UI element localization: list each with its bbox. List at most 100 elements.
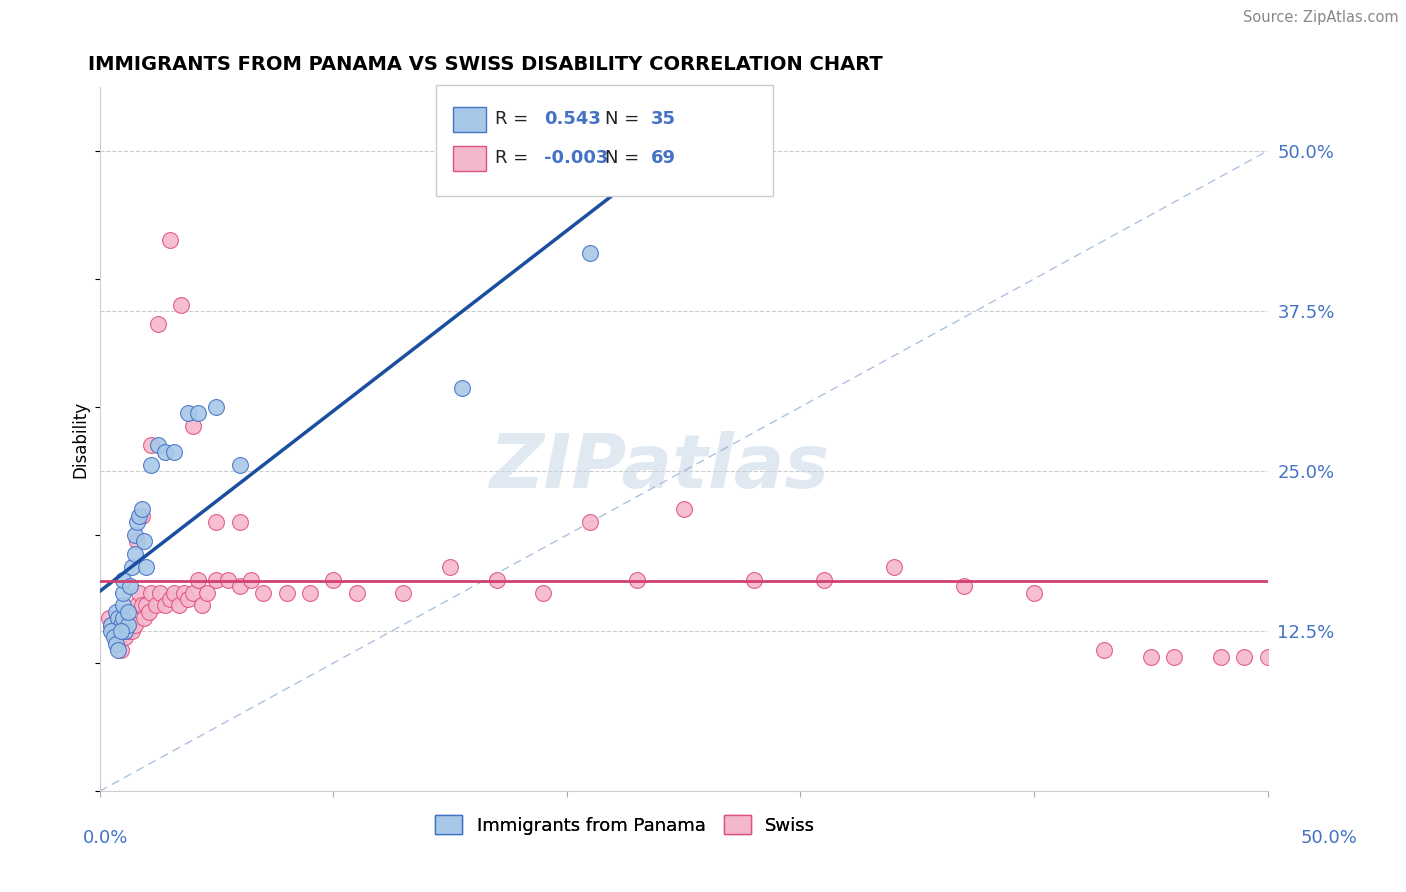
Point — [240, 573, 263, 587]
Point — [111, 624, 134, 638]
Text: Source: ZipAtlas.com: Source: ZipAtlas.com — [1243, 11, 1399, 25]
Point — [153, 444, 176, 458]
Point — [163, 585, 186, 599]
Point — [114, 631, 136, 645]
Point — [98, 611, 121, 625]
Point — [110, 624, 132, 638]
Point — [131, 508, 153, 523]
Point — [626, 573, 648, 587]
Point — [125, 599, 148, 613]
Text: N =: N = — [605, 110, 644, 128]
Point — [124, 617, 146, 632]
Text: -0.003: -0.003 — [544, 149, 609, 167]
Text: IMMIGRANTS FROM PANAMA VS SWISS DISABILITY CORRELATION CHART: IMMIGRANTS FROM PANAMA VS SWISS DISABILI… — [89, 55, 883, 74]
Point — [252, 585, 274, 599]
Point — [124, 547, 146, 561]
Point — [229, 515, 252, 529]
Point — [177, 406, 200, 420]
Point — [117, 617, 139, 632]
Point — [1092, 643, 1115, 657]
Point — [146, 317, 169, 331]
Point — [167, 599, 190, 613]
Point — [100, 617, 122, 632]
Point — [149, 585, 172, 599]
Point — [163, 444, 186, 458]
Point — [128, 585, 150, 599]
Point — [111, 611, 134, 625]
Point — [1022, 585, 1045, 599]
Point — [105, 637, 128, 651]
Point — [229, 458, 252, 472]
Point — [883, 560, 905, 574]
Point — [187, 406, 209, 420]
Legend: Immigrants from Panama, Swiss: Immigrants from Panama, Swiss — [427, 808, 823, 842]
Point — [813, 573, 835, 587]
Point — [114, 624, 136, 638]
Point — [139, 438, 162, 452]
Point — [111, 599, 134, 613]
Point — [195, 585, 218, 599]
Point — [276, 585, 298, 599]
Point — [105, 631, 128, 645]
Point — [138, 605, 160, 619]
Point — [118, 579, 141, 593]
Point — [392, 585, 415, 599]
Point — [100, 624, 122, 638]
Point — [132, 534, 155, 549]
Point — [346, 585, 368, 599]
Point — [181, 419, 204, 434]
Point — [1140, 649, 1163, 664]
Point — [1257, 649, 1279, 664]
Point — [111, 585, 134, 599]
Point — [159, 234, 181, 248]
Point — [124, 528, 146, 542]
Point — [439, 560, 461, 574]
Point — [125, 534, 148, 549]
Point — [110, 643, 132, 657]
Point — [322, 573, 344, 587]
Point — [170, 297, 193, 311]
Point — [118, 617, 141, 632]
Point — [135, 560, 157, 574]
Point — [107, 637, 129, 651]
Point — [110, 617, 132, 632]
Point — [742, 573, 765, 587]
Text: ZIPatlas: ZIPatlas — [491, 431, 831, 504]
Point — [103, 624, 125, 638]
Point — [205, 515, 228, 529]
Point — [153, 599, 176, 613]
Point — [105, 605, 128, 619]
Point — [579, 515, 602, 529]
Point — [103, 631, 125, 645]
Text: R =: R = — [495, 149, 534, 167]
Point — [485, 573, 508, 587]
Point — [298, 585, 321, 599]
Point — [117, 624, 139, 638]
Point — [177, 592, 200, 607]
Point — [117, 605, 139, 619]
Point — [672, 502, 695, 516]
Point — [131, 599, 153, 613]
Point — [181, 585, 204, 599]
Point — [205, 400, 228, 414]
Point — [1233, 649, 1256, 664]
Point — [135, 599, 157, 613]
Point — [111, 573, 134, 587]
Point — [450, 381, 472, 395]
Point — [217, 573, 239, 587]
Point — [191, 599, 214, 613]
Point — [159, 592, 181, 607]
Y-axis label: Disability: Disability — [72, 401, 89, 477]
Text: 0.0%: 0.0% — [83, 829, 128, 847]
Text: N =: N = — [605, 149, 644, 167]
Point — [187, 573, 209, 587]
Text: 0.543: 0.543 — [544, 110, 600, 128]
Point — [131, 502, 153, 516]
Point — [128, 508, 150, 523]
Text: 35: 35 — [651, 110, 676, 128]
Point — [1209, 649, 1232, 664]
Point — [125, 515, 148, 529]
Text: 50.0%: 50.0% — [1301, 829, 1357, 847]
Point — [229, 579, 252, 593]
Point — [1163, 649, 1185, 664]
